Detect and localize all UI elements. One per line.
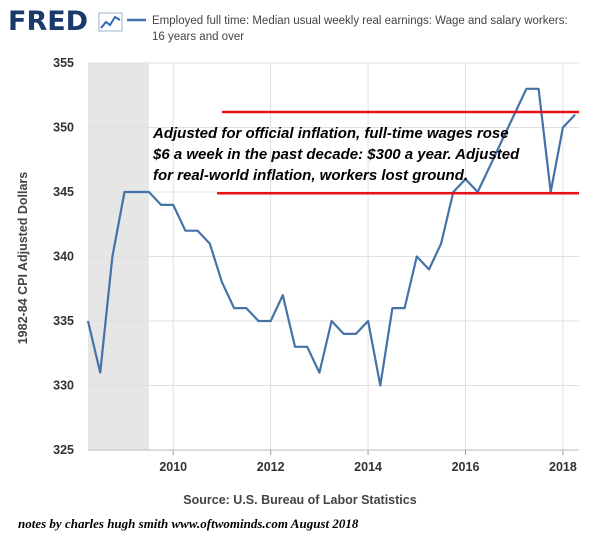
fred-logo-text: FRED xyxy=(8,6,88,37)
y-tick-label: 330 xyxy=(53,379,74,393)
x-tick-label: 2014 xyxy=(354,460,382,474)
plot-area: 325 330 335 340 345 350 355 2010 2012 2014 2016 201… xyxy=(53,56,579,474)
y-tick-label: 355 xyxy=(53,56,74,70)
y-tick-label: 325 xyxy=(53,443,74,457)
annotation-line-1: Adjusted for official inflation, full-ti… xyxy=(152,125,509,142)
y-tick-label: 335 xyxy=(53,314,74,328)
notes-text: notes by charles hugh smith www.oftwomin… xyxy=(18,516,359,531)
legend: Employed full time: Median usual weekly … xyxy=(127,15,568,43)
source-text: Source: U.S. Bureau of Labor Statistics xyxy=(183,493,416,507)
x-tick-label: 2012 xyxy=(257,460,285,474)
legend-line-1: Employed full time: Median usual weekly … xyxy=(152,15,568,27)
annotation-line-3: for real-world inflation, workers lost g… xyxy=(153,167,468,184)
series-line xyxy=(86,87,576,387)
x-tick-label: 2018 xyxy=(549,460,577,474)
y-tick-label: 350 xyxy=(53,121,74,135)
y-axis-label: 1982-84 CPI Adjusted Dollars xyxy=(16,172,30,345)
x-tick-label: 2010 xyxy=(159,460,187,474)
y-tick-label: 345 xyxy=(53,185,74,199)
fred-logo-graph-icon xyxy=(98,12,123,32)
legend-line-2: 16 years and over xyxy=(152,31,244,43)
annotation: Adjusted for official inflation, full-ti… xyxy=(152,125,520,184)
annotation-line-2: $6 a week in the past decade: $300 a yea… xyxy=(152,146,520,163)
x-tick-label: 2016 xyxy=(452,460,480,474)
y-tick-label: 340 xyxy=(53,250,74,264)
fred-logo: FRED xyxy=(8,6,123,37)
